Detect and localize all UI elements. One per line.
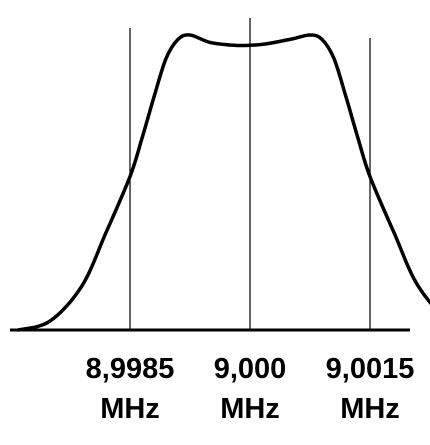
- x-tick-label-0: 8,9985: [86, 353, 175, 385]
- frequency-marker-lines: [129, 18, 371, 330]
- x-tick-label-1: 9,000: [214, 353, 287, 385]
- x-tick-unit-1: MHz: [220, 393, 280, 425]
- filter-response-curve: [16, 33, 430, 332]
- x-tick-label-2: 9,0015: [326, 353, 415, 385]
- x-tick-unit-0: MHz: [100, 393, 160, 425]
- x-tick-labels: 8,9985 MHz 9,000 MHz 9,0015 MHz: [86, 353, 415, 425]
- x-tick-unit-2: MHz: [340, 393, 400, 425]
